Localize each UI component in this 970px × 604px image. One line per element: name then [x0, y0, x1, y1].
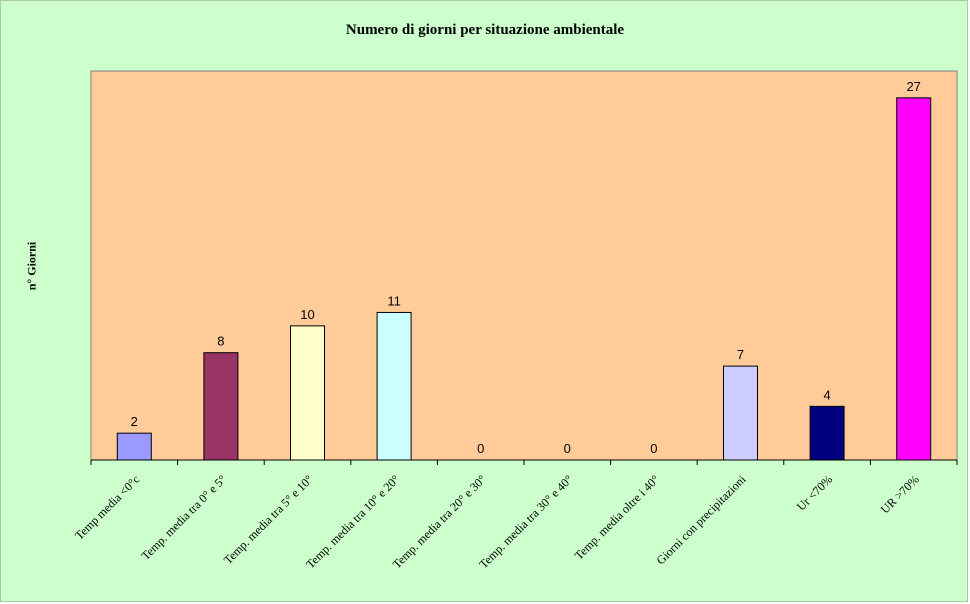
data-label: 11 — [387, 293, 401, 308]
data-label: 8 — [217, 334, 224, 349]
data-label: 10 — [300, 307, 314, 322]
x-tick-label: Temp. media tra 20° e 30° — [390, 472, 489, 571]
data-label: 0 — [477, 441, 484, 456]
data-label: 0 — [650, 441, 657, 456]
x-tick-label: Temp. media tra 10° e 20° — [303, 472, 402, 571]
x-tick-label: Temp. media oltre i 40° — [572, 472, 662, 562]
data-label: 27 — [906, 79, 920, 94]
bar — [290, 325, 325, 461]
chart-title: Numero di giorni per situazione ambienta… — [345, 22, 625, 38]
bar — [723, 365, 758, 461]
x-tick-label: Temp. media tra 30° e 40° — [476, 472, 575, 571]
bar — [116, 432, 152, 461]
x-tick-label: Temp media <0°c — [72, 472, 142, 542]
x-tick-label: Temp. media tra 5° e 10° — [221, 472, 316, 567]
x-tick-label: UR >70% — [878, 472, 922, 516]
x-tick-label: Giorni con precipitazioni — [653, 472, 749, 568]
data-label: 7 — [737, 347, 744, 362]
bar — [203, 352, 239, 461]
data-label: 0 — [564, 441, 571, 456]
x-tick-label: Ur <70% — [794, 472, 835, 513]
data-label: 4 — [823, 387, 830, 402]
data-label: 2 — [131, 414, 138, 429]
x-tick-label: Temp. media tra 0° e 5° — [138, 472, 229, 563]
bar — [376, 311, 412, 461]
bar — [896, 97, 932, 461]
bar — [809, 405, 845, 461]
